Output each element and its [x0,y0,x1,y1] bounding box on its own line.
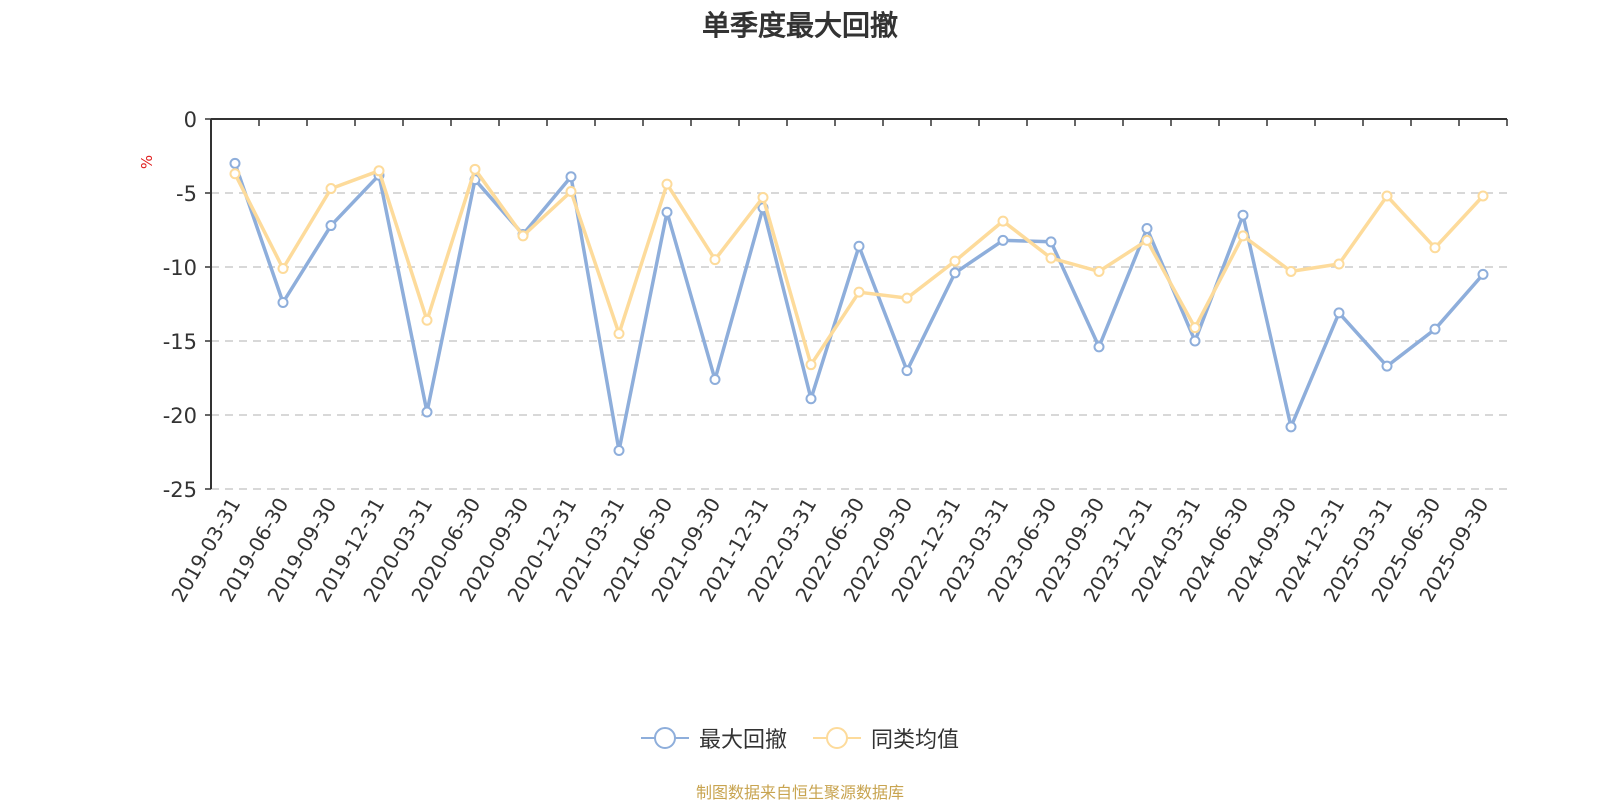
series-2-point [1141,234,1153,246]
series-2-point [325,183,337,195]
legend: 最大回撤 同类均值 [0,722,1600,754]
series-1-point [1381,360,1393,372]
y-tick-label: -10 [163,256,197,280]
series-2-point [1429,242,1441,254]
legend-marker-max-drawdown [640,727,689,749]
series-1-point [997,234,1009,246]
series-1-point [805,393,817,405]
legend-label-peer-average: 同类均值 [871,728,960,753]
chart-title: 单季度最大回撤 [701,9,898,42]
series-2-point [373,165,385,177]
grid-layer [211,192,1507,490]
series-1-point [901,365,913,377]
series-1-point [1477,268,1489,280]
series-1-point [229,157,241,169]
series-2-point [901,292,913,304]
series-2-point [949,255,961,267]
legend-item-peer-average[interactable]: 同类均值 [813,722,959,754]
series-2-point [613,328,625,340]
series-layer [229,157,1489,457]
y-tick-label: 0 [184,108,197,132]
series-2-point [1381,190,1393,202]
series-2-point [421,314,433,326]
series-2-point [853,286,865,298]
axis-layer: 0-5-10-15-20-252019-03-312019-06-302019-… [163,108,1508,606]
series-1-point [421,406,433,418]
series-2-point [1477,190,1489,202]
series-2-point [661,178,673,190]
y-axis-unit-label: % [138,155,156,169]
series-1-point [325,220,337,232]
series-2-point [1093,265,1105,277]
series-1-point [1141,223,1153,235]
series-1-point [949,267,961,279]
y-tick-label: -25 [163,478,197,502]
y-tick-label: -20 [163,404,197,428]
series-1-point [709,373,721,385]
series-1-point [277,297,289,309]
series-2-point [1189,322,1201,334]
series-2-point [1333,258,1345,270]
y-tick-label: -15 [163,330,197,354]
series-2-point [1045,252,1057,264]
series-2-point [1237,230,1249,242]
series-2-point [229,168,241,180]
series-1-point [661,206,673,218]
series-2-point [517,230,529,242]
series-2-point [1285,265,1297,277]
legend-item-max-drawdown[interactable]: 最大回撤 [640,722,787,754]
legend-label-max-drawdown: 最大回撤 [698,728,787,753]
series-2-point [997,215,1009,227]
series-1-point [613,445,625,457]
series-1-point [1189,335,1201,347]
series-2-point [805,359,817,371]
series-2-point [469,163,481,175]
series-2-point [565,186,577,198]
series-1-point [565,171,577,183]
series-1-point [1237,209,1249,221]
series-1-point [1429,323,1441,335]
series-2-point [709,254,721,266]
series-1-point [1285,421,1297,433]
series-1-point [1045,236,1057,248]
source-note: 制图数据来自恒生聚源数据库 [695,783,904,802]
y-tick-label: -5 [176,182,197,206]
series-2-point [757,191,769,203]
series-2-point [277,262,289,274]
series-1-point [1333,307,1345,319]
series-1-point [1093,341,1105,353]
series-1-point [853,240,865,252]
legend-marker-peer-average [813,727,861,749]
